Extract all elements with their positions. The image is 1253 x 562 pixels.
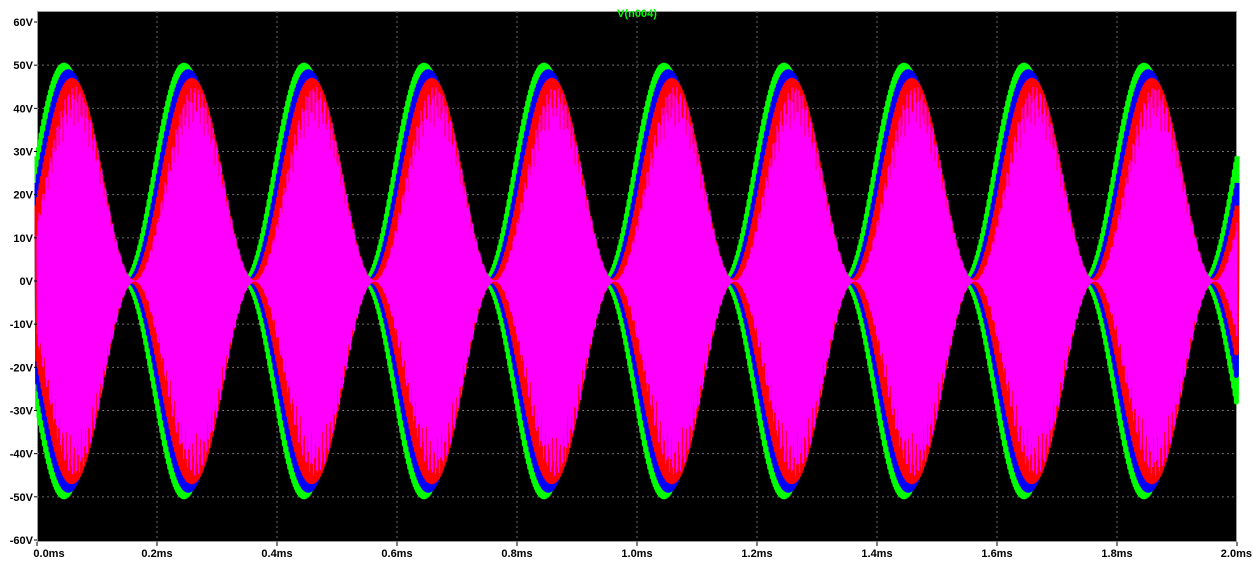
trace-title[interactable]: V(n004) bbox=[617, 8, 657, 20]
x-tick-label: 1.6ms bbox=[981, 548, 1012, 560]
x-tick-label: 1.8ms bbox=[1101, 548, 1132, 560]
x-tick-label: 0.0ms bbox=[33, 548, 64, 560]
series-layer bbox=[34, 62, 1240, 500]
y-tick-label: 60V bbox=[13, 17, 33, 29]
x-tick-label: 0.2ms bbox=[141, 548, 172, 560]
x-axis: 0.0ms 0.2ms 0.4ms 0.6ms 0.8ms 1.0ms 1.2ms 1.4ms… bbox=[33, 542, 1252, 560]
y-tick-label: -20V bbox=[10, 362, 34, 374]
series-line bbox=[36, 86, 1238, 476]
y-tick-label: 50V bbox=[13, 60, 33, 72]
y-axis: 60V 50V 40V 30V 20V 10V 0V -10V -20V -30V -40V -50V… bbox=[10, 17, 37, 547]
x-tick-label: 2.0ms bbox=[1221, 548, 1252, 560]
y-tick-label: 10V bbox=[13, 233, 33, 245]
x-tick-label: 0.8ms bbox=[501, 548, 532, 560]
x-tick-label: 1.2ms bbox=[741, 548, 772, 560]
y-tick-label: -40V bbox=[10, 449, 34, 461]
y-tick-label: 0V bbox=[20, 276, 34, 288]
y-tick-label: 40V bbox=[13, 103, 33, 115]
y-tick-label: -10V bbox=[10, 319, 34, 331]
y-tick-label: 30V bbox=[13, 147, 33, 159]
x-tick-label: 0.6ms bbox=[381, 548, 412, 560]
y-tick-label: 20V bbox=[13, 190, 33, 202]
y-tick-label: -30V bbox=[10, 406, 34, 418]
x-tick-label: 1.4ms bbox=[861, 548, 892, 560]
y-tick-label: -50V bbox=[10, 492, 34, 504]
x-tick-label: 1.0ms bbox=[621, 548, 652, 560]
y-tick-label: -60V bbox=[10, 535, 34, 547]
x-tick-label: 0.4ms bbox=[261, 548, 292, 560]
